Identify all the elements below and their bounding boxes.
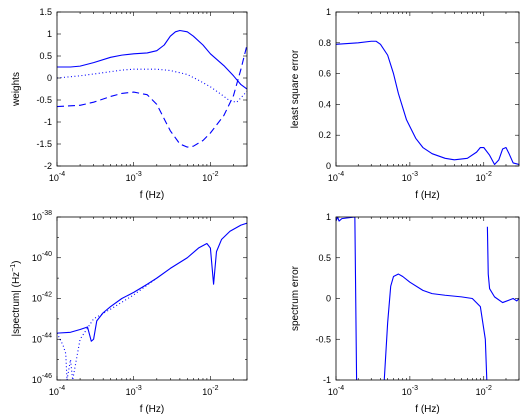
x-tick-label: 10-3 [126, 385, 142, 397]
y-tick-label: 0.8 [318, 38, 331, 48]
plot-frame [56, 216, 248, 381]
x-tick-label: 10-2 [202, 171, 218, 183]
x-tick-label: 10-4 [328, 385, 344, 397]
y-tick-label: -0.5 [315, 334, 331, 344]
y-tick-label: -1 [44, 117, 52, 127]
x-tick-label: 10-3 [402, 171, 418, 183]
series-line-2 [57, 277, 158, 380]
plot-frame [335, 11, 520, 167]
series-line-3 [57, 44, 247, 148]
x-tick-label: 10-4 [328, 171, 344, 183]
y-axis-label: spectrum error [290, 265, 301, 331]
series-line-2 [383, 273, 488, 380]
y-tick-label: 0 [326, 294, 331, 304]
y-axis-label: least square error [290, 49, 301, 128]
y-tick-label: -1.5 [36, 139, 52, 149]
y-tick-label: 0.5 [39, 51, 52, 61]
x-tick-label: 10-4 [49, 171, 65, 183]
series-line-1 [57, 29, 247, 90]
y-tick-label: 0.2 [318, 130, 331, 140]
series-line-1 [336, 40, 519, 166]
x-tick-label: 10-2 [202, 385, 218, 397]
plot-frame [335, 216, 520, 381]
series-line-2 [57, 68, 247, 103]
x-tick-label: 10-3 [126, 171, 142, 183]
x-axis-label: f (Hz) [415, 190, 439, 201]
x-axis-label: f (Hz) [140, 190, 164, 201]
x-tick-label: 10-2 [476, 385, 492, 397]
chart-panel-4: 10-4 10-3 10-2 1 0.5 0 -0.5 -1 f (Hz) spectrum er… [290, 212, 520, 415]
y-tick-label: 0.4 [318, 99, 331, 109]
x-tick-label: 10-3 [402, 385, 418, 397]
y-tick-label: 10-46 [32, 373, 52, 385]
series-line-1 [336, 217, 358, 380]
y-axis-label: weights [11, 72, 22, 107]
y-tick-label: 0 [326, 161, 331, 171]
y-tick-label: 1 [47, 29, 52, 39]
series-line-1 [57, 222, 247, 342]
y-tick-label: 0.6 [318, 69, 331, 79]
x-tick-label: 10-4 [49, 385, 65, 397]
y-tick-label: -1 [323, 375, 331, 385]
series-line-3 [486, 226, 519, 304]
y-tick-label: 10-42 [32, 292, 52, 304]
y-tick-label: 0 [47, 73, 52, 83]
y-tick-label: -2 [44, 161, 52, 171]
y-tick-label: 1 [326, 7, 331, 17]
y-tick-label: 10-44 [32, 332, 52, 344]
chart-panel-3: 10-4 10-3 10-2 10-38 10-40 10-42 10-44 10-46 f (… [10, 210, 248, 415]
chart-panel-2: 10-4 10-3 10-2 0 0.2 0.4 0.6 0.8 1 f (Hz) least sq… [290, 7, 520, 201]
y-tick-label: -0.5 [36, 95, 52, 105]
y-tick-label: 1.5 [39, 7, 52, 17]
x-axis-label: f (Hz) [415, 404, 439, 415]
plot-frame [56, 11, 248, 167]
y-tick-label: 10-38 [32, 210, 52, 222]
chart-panel-1: 10-4 10-3 10-2 1.5 1 0.5 0 -0.5 -1 -1.5 -2 f (Hz) we… [11, 7, 248, 201]
y-tick-label: 10-40 [32, 251, 52, 263]
x-axis-label: f (Hz) [140, 404, 164, 415]
x-tick-label: 10-2 [476, 171, 492, 183]
y-tick-label: 0.5 [318, 253, 331, 263]
y-axis-label: |spectrum| (Hz−1) [10, 261, 22, 337]
y-tick-label: 1 [326, 212, 331, 222]
